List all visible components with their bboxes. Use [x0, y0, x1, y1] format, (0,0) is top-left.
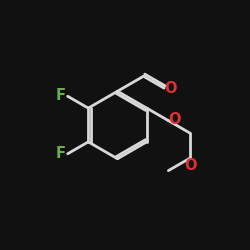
Text: O: O	[164, 80, 177, 96]
Text: O: O	[184, 158, 196, 173]
Text: F: F	[56, 146, 66, 161]
Text: F: F	[56, 88, 66, 102]
Text: O: O	[168, 112, 181, 127]
